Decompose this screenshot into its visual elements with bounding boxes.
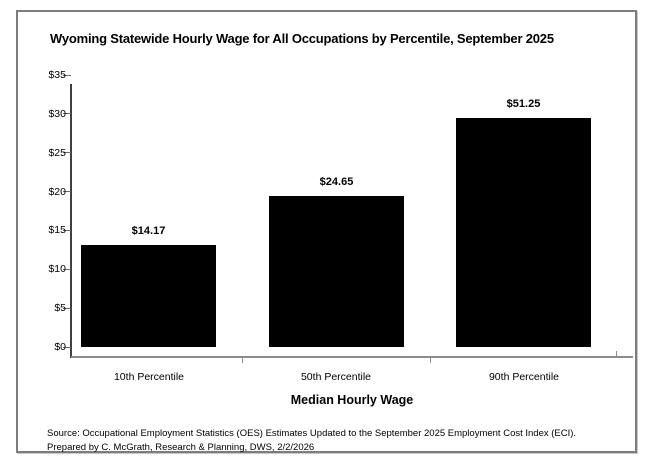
x-category-label: 90th Percentile [488,371,560,383]
y-axis-tick-label: $5 [54,302,66,315]
source-line-1: Source: Occupational Employment Statisti… [47,428,577,439]
y-axis-tick [63,268,71,270]
bar-10th [81,245,216,347]
y-axis-tick [63,152,71,154]
y-axis-line [70,84,72,358]
y-axis-tick-label: $20 [48,185,66,198]
source-note: Source: Occupational Employment Statisti… [47,427,637,455]
y-axis-tick-label: $25 [48,146,66,159]
y-axis-tick [63,229,71,231]
bar-value-label: $14.17 [131,225,166,237]
x-category-label: 50th Percentile [300,371,372,383]
y-axis-tick [63,74,71,76]
x-axis-end-tick [616,351,617,357]
x-axis-line [71,356,633,358]
y-axis-tick-label: $15 [48,224,66,237]
chart-frame: Wyoming Statewide Hourly Wage for All Oc… [16,10,637,453]
y-axis-tick-label: $10 [48,263,66,276]
bar-50th [269,196,404,347]
x-category-label: 10th Percentile [113,371,185,383]
source-line-2: Prepared by C. McGrath, Research & Plann… [47,442,315,453]
x-axis-title: Median Hourly Wage [290,393,414,407]
bar-value-label: $24.65 [319,176,354,188]
y-axis-tick [63,191,71,193]
y-axis-tick [63,346,71,348]
y-axis-tick-label: $35 [48,69,66,81]
x-axis-tick [242,358,243,363]
y-axis-tick-label: $0 [54,341,66,353]
y-axis-tick [63,113,71,115]
x-axis-tick [430,358,431,363]
y-axis-tick [63,307,71,309]
bar-90th [456,118,591,347]
chart-title: Wyoming Statewide Hourly Wage for All Oc… [50,31,554,46]
y-axis-tick-label: $30 [48,107,66,120]
bar-value-label: $51.25 [506,98,541,110]
